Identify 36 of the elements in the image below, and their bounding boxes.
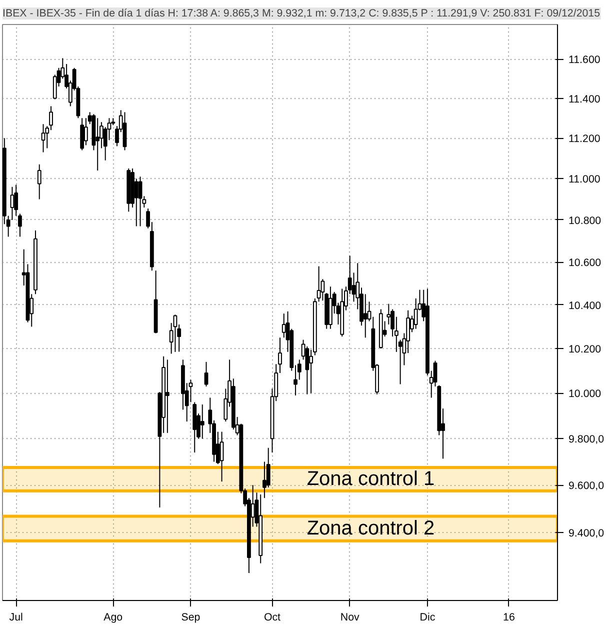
candlestick xyxy=(200,404,204,440)
y-tick-label: 10.600 xyxy=(568,257,602,270)
candlestick xyxy=(316,266,321,302)
candlestick xyxy=(165,359,170,434)
candlestick xyxy=(37,164,42,200)
candlestick xyxy=(282,313,286,338)
x-tick-label: Jul xyxy=(9,612,23,624)
y-tick-label: 11.000 xyxy=(568,174,600,186)
candlestick xyxy=(80,118,84,151)
y-tick-label: 10.400 xyxy=(568,300,602,312)
x-tick-label: Oct xyxy=(264,612,281,624)
y-tick-label: 11.200 xyxy=(568,133,600,146)
candlestick xyxy=(363,294,368,338)
candlestick xyxy=(204,361,208,387)
y-tick-label: 10.000 xyxy=(568,388,602,400)
x-tick-label: Nov xyxy=(340,612,360,624)
candlestick xyxy=(84,118,88,146)
y-tick-label: 11.600 xyxy=(568,54,600,66)
candlestick xyxy=(49,106,53,131)
y-tick-label: 9.600,0 xyxy=(568,480,604,492)
band-label: Zona control 1 xyxy=(306,468,435,490)
y-tick-label: 10.800 xyxy=(568,214,602,227)
x-tick-label: Sep xyxy=(181,612,200,624)
chart-title: IBEX - IBEX-35 - Fin de día 1 días H: 17:38 A: 9.865,3 M: 9.932,1 m: 9.713,2 C: 9.835,5 P : 11.291,9 V: 250.831 F: 09/12/2015 xyxy=(2,8,600,20)
candlestick xyxy=(96,118,100,172)
candlestick xyxy=(220,431,224,482)
y-tick-label: 10.200 xyxy=(568,344,602,356)
band-label: Zona control 2 xyxy=(306,518,435,540)
x-tick-label: Dic xyxy=(420,612,436,624)
x-tick-label: Ago xyxy=(104,612,123,624)
y-tick-label: 11.400 xyxy=(568,93,600,106)
x-tick-label: 16 xyxy=(503,612,515,624)
y-tick-label: 9.800,0 xyxy=(568,434,604,446)
candlestick xyxy=(122,112,127,151)
candlestick xyxy=(41,124,46,153)
y-tick-label: 9.400,0 xyxy=(568,527,604,540)
